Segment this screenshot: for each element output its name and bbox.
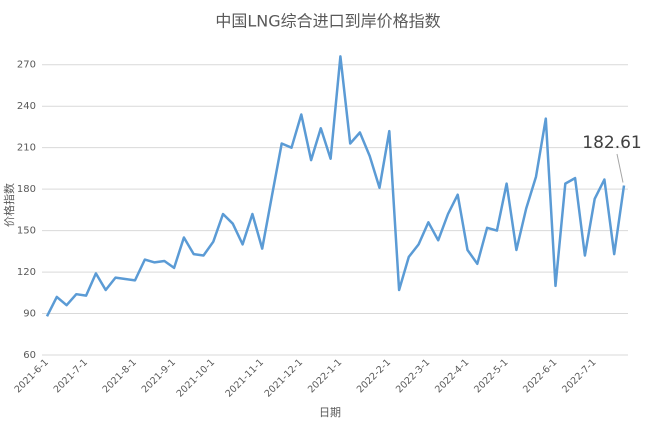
data-label: 182.61 [582,133,641,153]
x-tick-label: 2021-10-1 [175,357,218,400]
x-tick-label: 2022-7-1 [560,357,598,395]
x-tick-label: 2022-2-1 [355,357,393,395]
y-tick-label: 60 [23,350,36,361]
y-tick-label: 240 [17,101,36,112]
y-tick-label: 180 [17,184,36,195]
x-tick-label: 2022-6-1 [521,357,559,395]
leader-line [616,153,624,183]
x-tick-label: 2021-6-1 [13,357,51,395]
chart-title: 中国LNG综合进口到岸价格指数 [215,12,440,31]
y-tick-label: 210 [17,143,36,154]
x-tick-label: 2022-5-1 [472,357,510,395]
x-tick-label: 2021-11-1 [223,357,266,400]
y-tick-label: 150 [17,226,36,237]
y-axis-title: 价格指数 [2,183,16,227]
x-tick-label: 2021-8-1 [101,357,139,395]
data-line [45,55,626,317]
x-tick-label: 2021-7-1 [52,357,90,395]
x-tick-label: 2022-4-1 [433,357,471,395]
x-tick-label: 2022-3-1 [394,357,432,395]
x-tick-label: 2022-1-1 [306,357,344,395]
y-tick-label: 90 [23,309,36,320]
y-tick-label: 120 [17,267,36,278]
x-tick-label: 2021-12-1 [263,357,306,400]
y-tick-label: 270 [17,60,36,71]
x-axis-title: 日期 [319,406,341,419]
x-tick-label: 2021-9-1 [140,357,178,395]
